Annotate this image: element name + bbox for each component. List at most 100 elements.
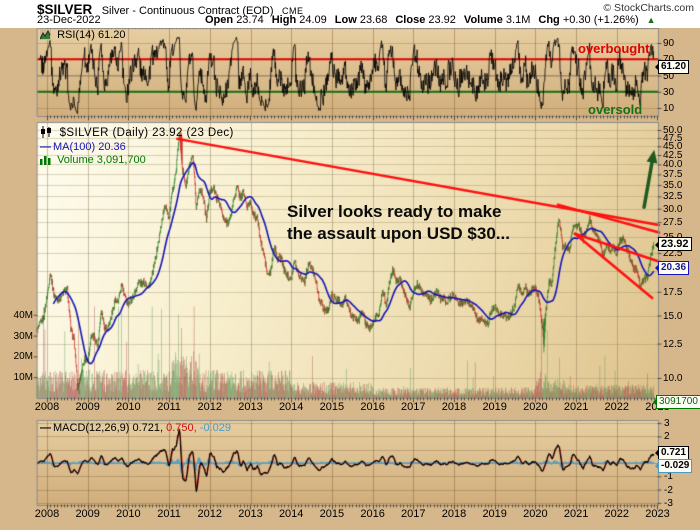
rsi-axis-label: 10 [663, 103, 675, 114]
ma-legend-label: MA(100) 20.36 [53, 141, 126, 153]
price-legend-label: $SILVER (Daily) 23.92 (23 Dec) [59, 127, 234, 139]
year-label-main: 2019 [482, 401, 507, 413]
price-axis-label: 47.5 [663, 132, 683, 144]
annotation-text: Silver looks ready to make the assault u… [287, 201, 510, 245]
high-label: High [271, 14, 297, 26]
exchange-label: CME [281, 6, 304, 16]
macd-legend-label: MACD(12,26,9) 0.721, [53, 422, 164, 434]
price-axis-label: 42.5 [663, 150, 683, 162]
candlestick-icon [40, 126, 53, 141]
year-label-macd: 2011 [157, 508, 181, 520]
year-label-macd: 2019 [482, 508, 507, 520]
price-axis-label: 15.0 [663, 310, 683, 322]
ohlc-quote-row: Open 23.74 High 24.09 Low 23.68 Close 23.92… [205, 14, 656, 26]
macd-axis-label: 3 [664, 418, 670, 430]
year-label-main: 2020 [523, 401, 548, 413]
ma-value-callout: 20.36 [654, 261, 690, 275]
symbol-name: Silver - Continuous Contract (EOD) [101, 5, 274, 17]
year-label-main: 2017 [401, 401, 426, 413]
price-axis-label: 27.5 [663, 217, 683, 229]
rsi-indicator-icon [39, 29, 51, 43]
year-label-macd: 2016 [360, 508, 385, 520]
macd-axis-label: 2 [664, 431, 670, 443]
year-label-macd: 2020 [523, 508, 548, 520]
price-axis-label: 17.5 [663, 286, 683, 298]
chg-label: Chg [538, 14, 560, 26]
macd-legend: — MACD(12,26,9) 0.721, 0.750, -0.029 [40, 422, 231, 434]
year-label-macd: 2008 [34, 508, 60, 520]
rsi-legend-label: RSI(14) 61.20 [57, 29, 126, 41]
year-label-macd: 2022 [604, 508, 630, 520]
chg-value: +0.30 (+1.26%) [562, 14, 639, 26]
copyright-label: © StockCharts.com [603, 2, 694, 14]
price-axis-label: 10.0 [663, 373, 683, 384]
annotation-line1: Silver looks ready to make [287, 202, 502, 221]
rsi-axis-label: 70 [663, 54, 674, 65]
price-axis-label: 12.5 [663, 338, 683, 350]
close-label: Close [395, 14, 426, 26]
low-label: Low [334, 14, 357, 26]
rsi-legend: RSI(14) 61.20 [39, 29, 126, 43]
high-value: 24.09 [299, 14, 327, 26]
macd-signal-value: 0.750, [166, 422, 197, 434]
year-label-main: 2010 [116, 401, 141, 413]
volume-legend: Volume 3,091,700 [40, 154, 146, 168]
year-label-main: 2016 [360, 401, 385, 413]
overbought-label: overbought [578, 41, 650, 56]
year-label-main: 2018 [441, 401, 467, 413]
macd-hist-callout: -0.029 [654, 459, 693, 473]
price-axis-label: 35.0 [663, 179, 683, 191]
volume-value: 3.1M [505, 14, 531, 26]
volume-axis-label: 40M [13, 309, 33, 321]
year-label-main: 2014 [278, 401, 304, 413]
quote-high: High 24.09 [272, 14, 327, 26]
year-label-main: 2013 [238, 401, 263, 413]
quote-close: Close 23.92 [395, 14, 456, 26]
year-label-main: 2022 [604, 401, 630, 413]
year-label-main: 2015 [319, 401, 345, 413]
quote-volume: Volume 3.1M [464, 14, 530, 26]
year-label-macd: 2023 [645, 508, 670, 520]
year-label-macd: 2015 [319, 508, 345, 520]
year-label-main: 2012 [197, 401, 223, 413]
year-label-main: 2011 [157, 401, 181, 413]
low-value: 23.68 [359, 14, 388, 26]
volume-axis-label: 10M [13, 372, 33, 384]
ma-line-icon: — [40, 141, 51, 153]
price-close-callout: 23.92 [655, 237, 692, 251]
chart-header: $SILVER Silver - Continuous Contract (EO… [0, 0, 700, 28]
year-label-macd: 2010 [116, 508, 141, 520]
rsi-value-callout: 61.20 [654, 60, 690, 74]
rsi-axis-label: 90 [663, 38, 675, 49]
ma-legend: — MA(100) 20.36 [40, 141, 126, 153]
macd-line-icon: — [40, 422, 51, 434]
price-legend: $SILVER (Daily) 23.92 (23 Dec) [40, 126, 234, 141]
macd-axis-label: -3 [664, 497, 673, 509]
open-label: Open [205, 14, 234, 26]
quote-low: Low 23.68 [335, 14, 388, 26]
price-axis-label: 50.0 [663, 125, 683, 136]
price-axis-label: 40.0 [663, 159, 683, 171]
oversold-label: oversold [588, 102, 643, 117]
year-label-macd: 2013 [238, 508, 263, 520]
quote-date: 23-Dec-2022 [37, 14, 101, 26]
title-row: $SILVER Silver - Continuous Contract (EO… [37, 1, 303, 19]
price-axis-label: 37.5 [663, 169, 683, 181]
rsi-axis-label: 30 [663, 86, 675, 98]
volume-legend-label: Volume 3,091,700 [57, 154, 146, 166]
year-label-macd: 2017 [401, 508, 426, 520]
annotation-line2: the assault upon USD $30... [287, 224, 510, 243]
rsi-axis-label: 50 [663, 70, 675, 82]
macd-axis-label: -1 [664, 471, 673, 483]
macd-value-callout: 0.721 [654, 446, 690, 460]
year-label-macd: 2009 [75, 508, 100, 520]
price-axis-label: 45.0 [663, 141, 683, 153]
volume-label: Volume [463, 14, 503, 26]
macd-hist-value: -0.029 [199, 422, 231, 434]
up-triangle-icon: ▲ [646, 15, 656, 25]
year-label-macd: 2018 [441, 508, 467, 520]
price-axis-label: 32.5 [663, 191, 683, 203]
year-label-main: 2008 [34, 401, 60, 413]
volume-value-callout: 3091700 [653, 395, 700, 409]
